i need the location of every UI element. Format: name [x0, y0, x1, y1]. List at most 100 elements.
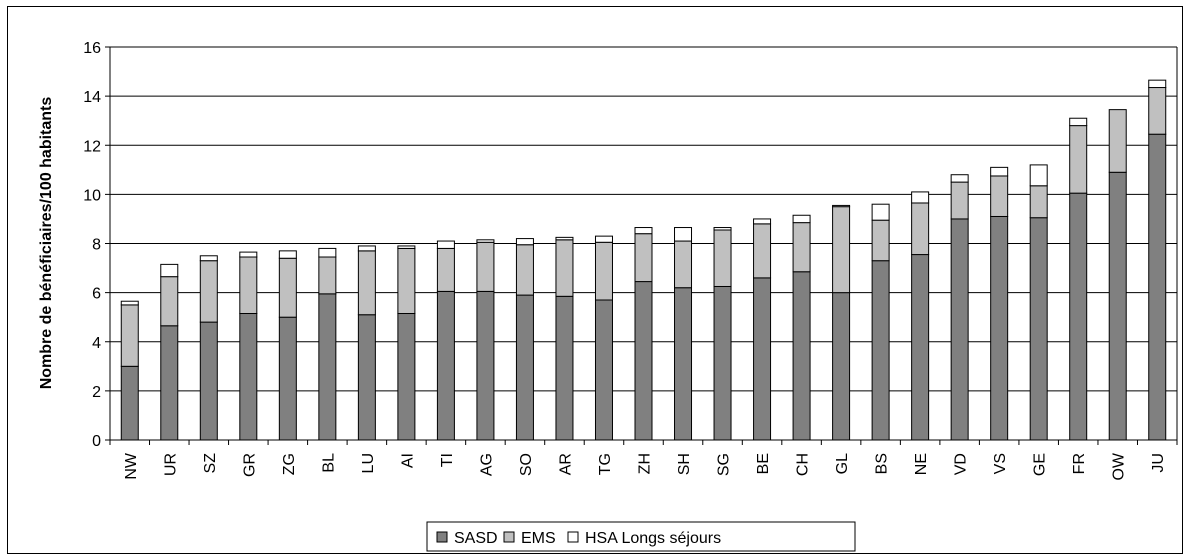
x-tick-label: GR — [241, 453, 258, 477]
bar-segment-hsa-longs-s-jours — [357, 245, 376, 252]
bar-segment-ems — [950, 181, 969, 220]
x-tick-label: GL — [834, 453, 851, 474]
bar-segment-hsa-longs-s-jours — [753, 218, 772, 225]
bar-segment-ems — [990, 175, 1009, 217]
bar-segment-hsa-longs-s-jours — [318, 247, 337, 258]
y-tick-label: 16 — [83, 40, 101, 57]
bar-segment-hsa-longs-s-jours — [832, 204, 851, 208]
bar-segment-sasd — [476, 290, 495, 441]
bar-segment-sasd — [397, 313, 416, 441]
bar-segment-hsa-longs-s-jours — [871, 203, 890, 221]
bar-segment-sasd — [357, 314, 376, 441]
x-tick-label: VD — [953, 453, 970, 475]
legend-label: SASD — [454, 530, 498, 547]
bar-segment-ems — [911, 202, 930, 256]
bar-segment-ems — [1148, 87, 1167, 135]
bar-segment-sasd — [950, 218, 969, 441]
bar-segment-ems — [397, 247, 416, 315]
y-tick-label: 0 — [92, 433, 101, 450]
bar-segment-ems — [278, 257, 297, 318]
bar-segment-sasd — [753, 277, 772, 441]
bar-segment-ems — [1069, 125, 1088, 194]
bar-segment-sasd — [515, 294, 534, 441]
x-tick-label: ZG — [281, 453, 298, 475]
bar-segment-hsa-longs-s-jours — [990, 166, 1009, 177]
bar-segment-hsa-longs-s-jours — [674, 227, 693, 242]
bar-segment-hsa-longs-s-jours — [1148, 79, 1167, 89]
bar-segment-sasd — [160, 325, 179, 441]
legend-swatch — [503, 531, 515, 543]
legend-box — [426, 521, 856, 552]
bar-segment-hsa-longs-s-jours — [160, 263, 179, 278]
bar-segment-sasd — [1069, 192, 1088, 441]
y-axis-label: Nombre de bénéficiaires/100 habitants — [38, 97, 55, 390]
bar-segment-ems — [357, 250, 376, 316]
x-tick-label: SO — [518, 453, 535, 476]
bar-segment-sasd — [871, 260, 890, 441]
x-tick-label: OW — [1111, 452, 1128, 480]
y-tick-label: 4 — [92, 335, 101, 352]
bar-segment-sasd — [555, 295, 574, 441]
bar-segment-sasd — [278, 316, 297, 441]
bar-segment-ems — [594, 241, 613, 301]
legend-label: HSA Longs séjours — [585, 530, 721, 547]
axes — [109, 47, 1178, 445]
bars — [120, 79, 1167, 441]
bar-segment-ems — [436, 247, 455, 292]
x-tick-label: UR — [162, 453, 179, 476]
bar-segment-ems — [239, 256, 258, 315]
bar-segment-hsa-longs-s-jours — [120, 300, 139, 306]
tick-labels: 0 2 4 6 8 10 12 14 16 NW UR SZ GR ZG BL LU AI TI AG SO AR TG Z… — [83, 40, 1167, 481]
x-tick-label: BS — [874, 453, 891, 474]
bar-segment-hsa-longs-s-jours — [278, 250, 297, 259]
bar-segment-sasd — [1029, 217, 1048, 441]
x-tick-label: TG — [597, 453, 614, 475]
bar-segment-ems — [555, 239, 574, 297]
bar-segment-hsa-longs-s-jours — [199, 255, 218, 262]
bar-segment-hsa-longs-s-jours — [950, 174, 969, 183]
bar-segment-hsa-longs-s-jours — [397, 245, 416, 249]
bar-segment-ems — [753, 223, 772, 279]
x-tick-label: VS — [992, 453, 1009, 474]
x-tick-label: TI — [439, 453, 456, 467]
bar-segment-ems — [120, 304, 139, 367]
bar-segment-ems — [199, 260, 218, 323]
bar-segment-ems — [871, 219, 890, 262]
bar-segment-ems — [476, 241, 495, 292]
y-tick-label: 14 — [83, 89, 101, 106]
x-tick-label: SG — [716, 453, 733, 476]
bar-segment-hsa-longs-s-jours — [594, 235, 613, 243]
bar-segment-sasd — [792, 271, 811, 441]
bar-segment-ems — [634, 233, 653, 283]
bar-segment-hsa-longs-s-jours — [476, 239, 495, 243]
x-tick-label: SZ — [202, 453, 219, 474]
bar-segment-sasd — [990, 215, 1009, 441]
x-tick-label: LU — [360, 453, 377, 473]
bar-segment-ems — [832, 206, 851, 294]
bar-segment-sasd — [594, 299, 613, 441]
bar-segment-ems — [1029, 185, 1048, 219]
bar-segment-hsa-longs-s-jours — [555, 236, 574, 241]
y-tick-label: 12 — [83, 138, 101, 155]
legend: SASD EMS HSA Longs séjours — [426, 521, 856, 552]
bar-segment-hsa-longs-s-jours — [1029, 164, 1048, 187]
bar-segment-sasd — [239, 313, 258, 441]
bar-segment-sasd — [436, 290, 455, 441]
x-tick-label: FR — [1071, 453, 1088, 474]
x-tick-label: JU — [1150, 453, 1167, 473]
bar-segment-sasd — [199, 321, 218, 441]
bar-segment-hsa-longs-s-jours — [634, 227, 653, 235]
x-tick-label: ZH — [637, 453, 654, 474]
bar-segment-ems — [515, 244, 534, 296]
x-tick-label: SH — [676, 453, 693, 475]
bar-segment-sasd — [318, 293, 337, 441]
bar-segment-sasd — [1108, 171, 1127, 441]
bar-segment-sasd — [911, 254, 930, 441]
bar-segment-ems — [674, 240, 693, 289]
x-tick-label: GE — [1032, 453, 1049, 476]
bar-segment-ems — [713, 229, 732, 287]
bar-segment-sasd — [674, 287, 693, 441]
y-tick-label: 2 — [92, 384, 101, 401]
x-tick-label: AR — [557, 453, 574, 475]
